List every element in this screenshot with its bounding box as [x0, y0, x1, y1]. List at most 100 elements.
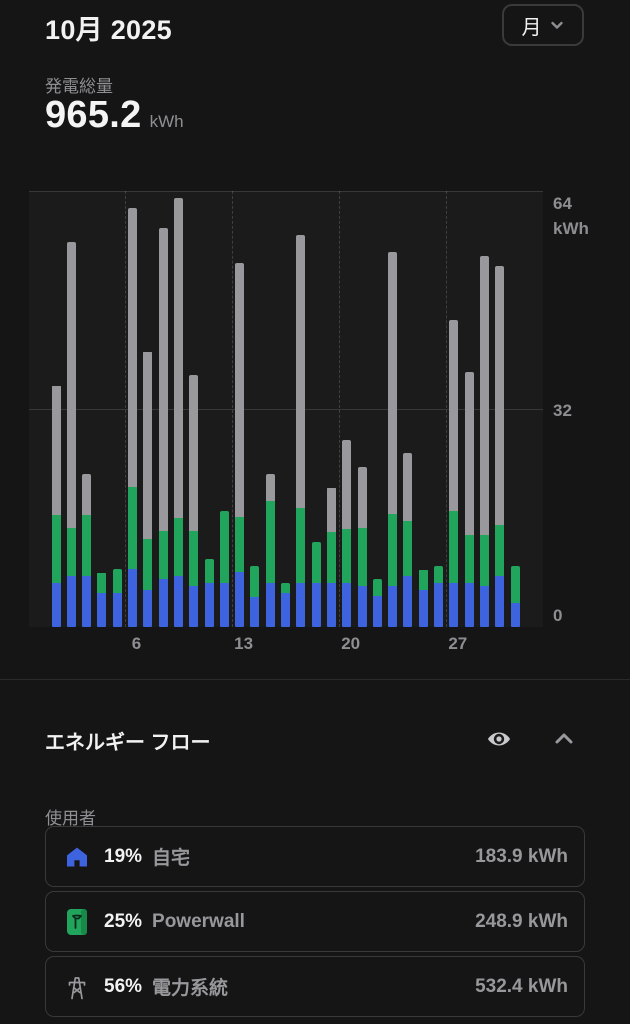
- generation-bar-chart: [29, 191, 543, 627]
- bar-day-22[interactable]: [372, 579, 382, 627]
- bar-day-19[interactable]: [326, 487, 336, 627]
- bar-segment-powerwall: [357, 528, 367, 586]
- bar-segment-grid: [158, 228, 168, 531]
- bar-segment-grid: [51, 386, 61, 515]
- bar-segment-grid: [403, 453, 413, 521]
- y-tick-0: 0: [553, 606, 563, 625]
- bar-day-26[interactable]: [434, 566, 443, 627]
- flow-row-home[interactable]: 19% 自宅 183.9 kWh: [45, 826, 585, 887]
- bar-segment-home: [388, 586, 398, 627]
- x-tick-6: 6: [131, 634, 142, 653]
- bar-segment-home: [189, 586, 199, 627]
- bar-day-29[interactable]: [479, 256, 489, 627]
- flow-row-grid[interactable]: 56% 電力系統 532.4 kWh: [45, 956, 585, 1017]
- y-axis-unit: kWh: [553, 219, 589, 238]
- bar-day-12[interactable]: [219, 511, 229, 627]
- bar-segment-powerwall: [495, 525, 505, 576]
- bar-day-7[interactable]: [143, 351, 153, 627]
- bar-day-21[interactable]: [357, 467, 367, 627]
- bar-segment-powerwall: [449, 511, 459, 583]
- bar-segment-home: [418, 590, 428, 627]
- bar-segment-home: [296, 583, 306, 627]
- gridline-horizontal: [29, 191, 543, 192]
- bar-day-17[interactable]: [296, 235, 306, 627]
- bar-segment-home: [97, 593, 107, 627]
- x-tick-13: 13: [234, 634, 254, 653]
- generation-total-value: 965.2: [45, 94, 142, 136]
- visibility-toggle-button[interactable]: [484, 724, 514, 754]
- bar-day-1[interactable]: [51, 385, 61, 627]
- bar-day-20[interactable]: [342, 440, 352, 627]
- bar-day-24[interactable]: [403, 453, 413, 627]
- bar-day-27[interactable]: [449, 320, 459, 627]
- bar-segment-home: [464, 583, 474, 627]
- page-title: 10月 2025: [45, 15, 172, 45]
- chevron-up-icon: [550, 725, 578, 753]
- bar-segment-powerwall: [281, 583, 290, 593]
- bar-segment-powerwall: [311, 542, 321, 583]
- bar-segment-powerwall: [510, 566, 520, 603]
- bar-segment-home: [219, 583, 229, 627]
- home-percent: 19%: [104, 845, 143, 867]
- bar-segment-grid: [143, 352, 153, 539]
- generation-total: 965.2 kWh: [45, 94, 184, 137]
- flow-row-powerwall[interactable]: 25% Powerwall 248.9 kWh: [45, 891, 585, 952]
- bar-segment-home: [495, 576, 505, 627]
- bar-day-9[interactable]: [173, 198, 183, 627]
- bar-segment-powerwall: [204, 559, 214, 583]
- bar-segment-grid: [464, 372, 474, 536]
- bar-day-4[interactable]: [97, 572, 107, 627]
- bar-day-14[interactable]: [250, 566, 260, 627]
- y-tick-32: 32: [553, 401, 572, 420]
- powerwall-label: Powerwall: [152, 910, 245, 932]
- bar-segment-home: [357, 586, 367, 627]
- bar-segment-grid: [265, 474, 275, 501]
- bar-segment-home: [326, 583, 336, 627]
- bar-day-5[interactable]: [112, 569, 122, 627]
- bar-segment-home: [66, 576, 76, 627]
- bar-segment-powerwall: [388, 514, 398, 586]
- gridline-vertical-dashed: [232, 191, 234, 627]
- bar-day-13[interactable]: [235, 263, 245, 627]
- bar-day-23[interactable]: [388, 252, 398, 627]
- home-value: 183.9 kWh: [475, 845, 568, 867]
- bar-segment-home: [112, 593, 122, 627]
- bar-segment-powerwall: [403, 521, 413, 576]
- consumers-subtitle: 使用者: [45, 809, 96, 828]
- bar-day-18[interactable]: [311, 542, 321, 627]
- bar-segment-powerwall: [464, 535, 474, 584]
- bar-segment-powerwall: [342, 528, 352, 584]
- bar-day-31[interactable]: [510, 566, 520, 627]
- bar-day-30[interactable]: [495, 266, 505, 627]
- bar-segment-powerwall: [173, 518, 183, 576]
- bar-segment-powerwall: [265, 501, 275, 583]
- bar-segment-home: [311, 583, 321, 627]
- grid-percent: 56%: [104, 975, 143, 997]
- bar-segment-powerwall: [235, 517, 245, 573]
- bar-segment-home: [265, 583, 275, 627]
- bar-day-28[interactable]: [464, 372, 474, 627]
- bar-day-15[interactable]: [265, 474, 275, 627]
- bar-day-6[interactable]: [128, 208, 137, 627]
- energy-flow-title: エネルギー フロー: [45, 732, 211, 754]
- bar-segment-grid: [326, 488, 336, 532]
- bar-segment-grid: [173, 198, 183, 518]
- period-selector-button[interactable]: 月: [502, 4, 584, 46]
- bar-segment-grid: [342, 440, 352, 529]
- bar-day-8[interactable]: [158, 228, 168, 627]
- bar-day-16[interactable]: [281, 583, 290, 627]
- bar-segment-home: [158, 579, 168, 627]
- bar-segment-powerwall: [97, 573, 107, 593]
- bar-segment-home: [281, 593, 290, 627]
- bar-segment-grid: [82, 474, 92, 515]
- bar-day-11[interactable]: [204, 559, 214, 627]
- bar-segment-powerwall: [128, 487, 137, 569]
- bar-day-2[interactable]: [66, 242, 76, 627]
- bar-segment-powerwall: [219, 511, 229, 583]
- bar-day-10[interactable]: [189, 375, 199, 627]
- bar-segment-powerwall: [189, 531, 199, 587]
- collapse-section-button[interactable]: [549, 724, 579, 754]
- bar-day-25[interactable]: [418, 569, 428, 627]
- bar-day-3[interactable]: [82, 474, 92, 627]
